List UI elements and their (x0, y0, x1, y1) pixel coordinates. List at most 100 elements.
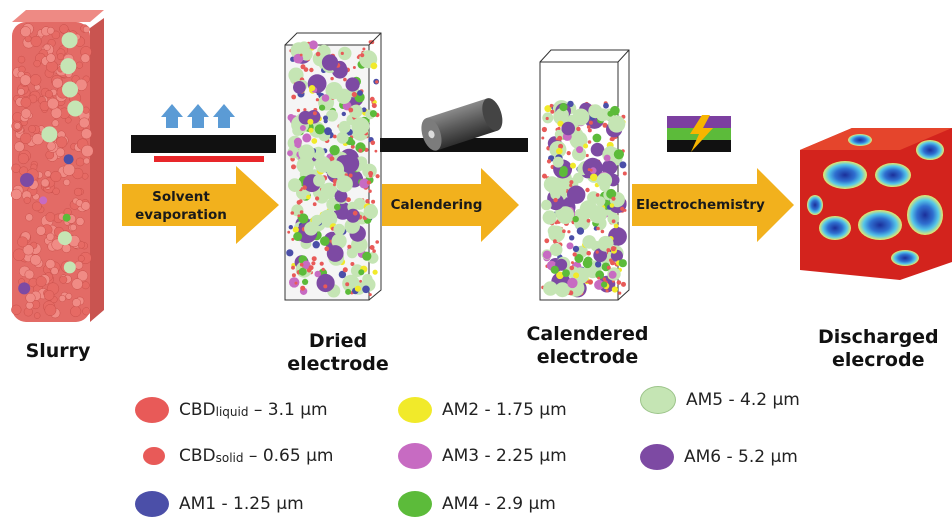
electrode-particle (595, 261, 602, 268)
electrode-particle (572, 252, 577, 257)
cbd-particle (77, 255, 85, 263)
arrow-label-electrochemistry: Electrochemistry (636, 197, 765, 213)
cbd-liquid-swatch (135, 397, 169, 423)
electrode-particle (550, 189, 561, 200)
electrode-particle (360, 53, 365, 58)
electrode-particle (346, 197, 351, 203)
electrode-particle (567, 185, 586, 204)
electrode-particle (572, 267, 589, 284)
electrode-particle (371, 199, 376, 204)
stage-label-discharged-line1: Discharged (818, 326, 939, 348)
cbd-particle (62, 163, 76, 176)
electrode-particle (370, 62, 378, 70)
electrode-particle (345, 77, 360, 92)
electrode-particle (291, 265, 295, 270)
electrode-particle (311, 214, 323, 226)
cbd-particle (63, 178, 71, 186)
electrode-particle (609, 203, 615, 208)
electrode-particle (574, 254, 584, 263)
electrode-particle (338, 270, 347, 279)
electrode-particle (348, 107, 354, 113)
electrode-particle (588, 205, 608, 224)
electrode-particle (605, 289, 609, 293)
electrode-particle (544, 238, 550, 244)
electrode-particle (314, 270, 322, 278)
electrode-particle (607, 212, 620, 225)
electrode-particle (287, 230, 291, 234)
electrode-particle (307, 118, 314, 125)
electrode-particle (602, 277, 606, 281)
calendered-electrode-box (539, 49, 630, 301)
electrode-particle (291, 273, 296, 278)
electrode-particle (330, 76, 334, 81)
electrode-particle (588, 120, 593, 125)
legend-text-am1: AM1 - 1.25 μm (179, 494, 304, 514)
electrode-particle (293, 232, 303, 241)
electrode-particle (546, 159, 552, 164)
am3-swatch (398, 443, 432, 469)
legend-item-am4: AM4 - 2.9 μm (398, 490, 556, 518)
electrode-particle (558, 143, 564, 149)
electrode-particle (311, 256, 317, 262)
cbd-particle (20, 108, 32, 119)
electrode-particle (553, 197, 558, 203)
electrode-particle (569, 180, 574, 185)
electrode-particle (288, 178, 302, 192)
electrode-particle (603, 102, 609, 109)
electrode-particle (371, 103, 377, 109)
electrode-particle (543, 281, 558, 296)
electrode-particle (541, 199, 552, 211)
legend-text-am3: AM3 - 2.25 μm (442, 446, 567, 466)
electrode-particle (323, 284, 328, 289)
electrode-particle (368, 293, 372, 297)
battery-bolt-icon (667, 115, 731, 152)
electrode-particle (567, 277, 578, 289)
electrode-particle (552, 156, 564, 168)
electrode-particle (309, 67, 314, 73)
cbd-particle (14, 141, 25, 152)
cbd-particle (52, 77, 63, 89)
electrode-particle (334, 203, 341, 211)
electrode-particle (362, 251, 372, 261)
electrode-particle (299, 53, 303, 57)
electrode-particle (618, 259, 627, 268)
electrode-particle (320, 182, 338, 199)
electrode-particle (557, 120, 564, 127)
electrode-particle (316, 273, 335, 293)
electrode-particle (299, 262, 304, 267)
electrode-particle (556, 271, 564, 280)
cbd-particle (17, 88, 25, 96)
cbd-particle (46, 232, 55, 241)
cbd-particle (11, 163, 21, 173)
electrode-particle (333, 223, 346, 236)
vapor-arrows-icon (161, 104, 235, 128)
cbd-particle (46, 53, 56, 63)
electrode-particle (290, 211, 295, 215)
cbd-particle (75, 157, 85, 167)
electrode-particle (572, 108, 590, 126)
am-particle (63, 154, 74, 165)
electrode-particle (566, 151, 571, 156)
legend-item-cbd-liquid: CBDliquid – 3.1 μm (135, 396, 328, 424)
electrode-particle (331, 233, 347, 249)
am4-swatch (398, 491, 432, 517)
electrode-particle (549, 103, 554, 108)
heat-well (907, 195, 943, 235)
electrode-particle (355, 142, 366, 153)
electrode-particle (554, 282, 570, 298)
electrode-particle (298, 156, 314, 172)
cbd-particle (45, 212, 56, 222)
cbd-particle (22, 244, 34, 256)
electrode-particle (375, 80, 379, 84)
electrode-particle (597, 276, 601, 280)
legend-item-am6: AM6 - 5.2 μm (640, 443, 798, 471)
electrode-particle (321, 94, 330, 102)
legend-item-am5: AM5 - 4.2 μm (640, 386, 800, 414)
electrode-particle (585, 187, 590, 193)
electrode-particle (372, 269, 378, 275)
electrode-particle (542, 210, 557, 225)
electrode-particle (569, 235, 575, 241)
electrode-particle (338, 120, 351, 134)
electrode-particle (550, 109, 555, 114)
electrode-particle (362, 163, 377, 179)
